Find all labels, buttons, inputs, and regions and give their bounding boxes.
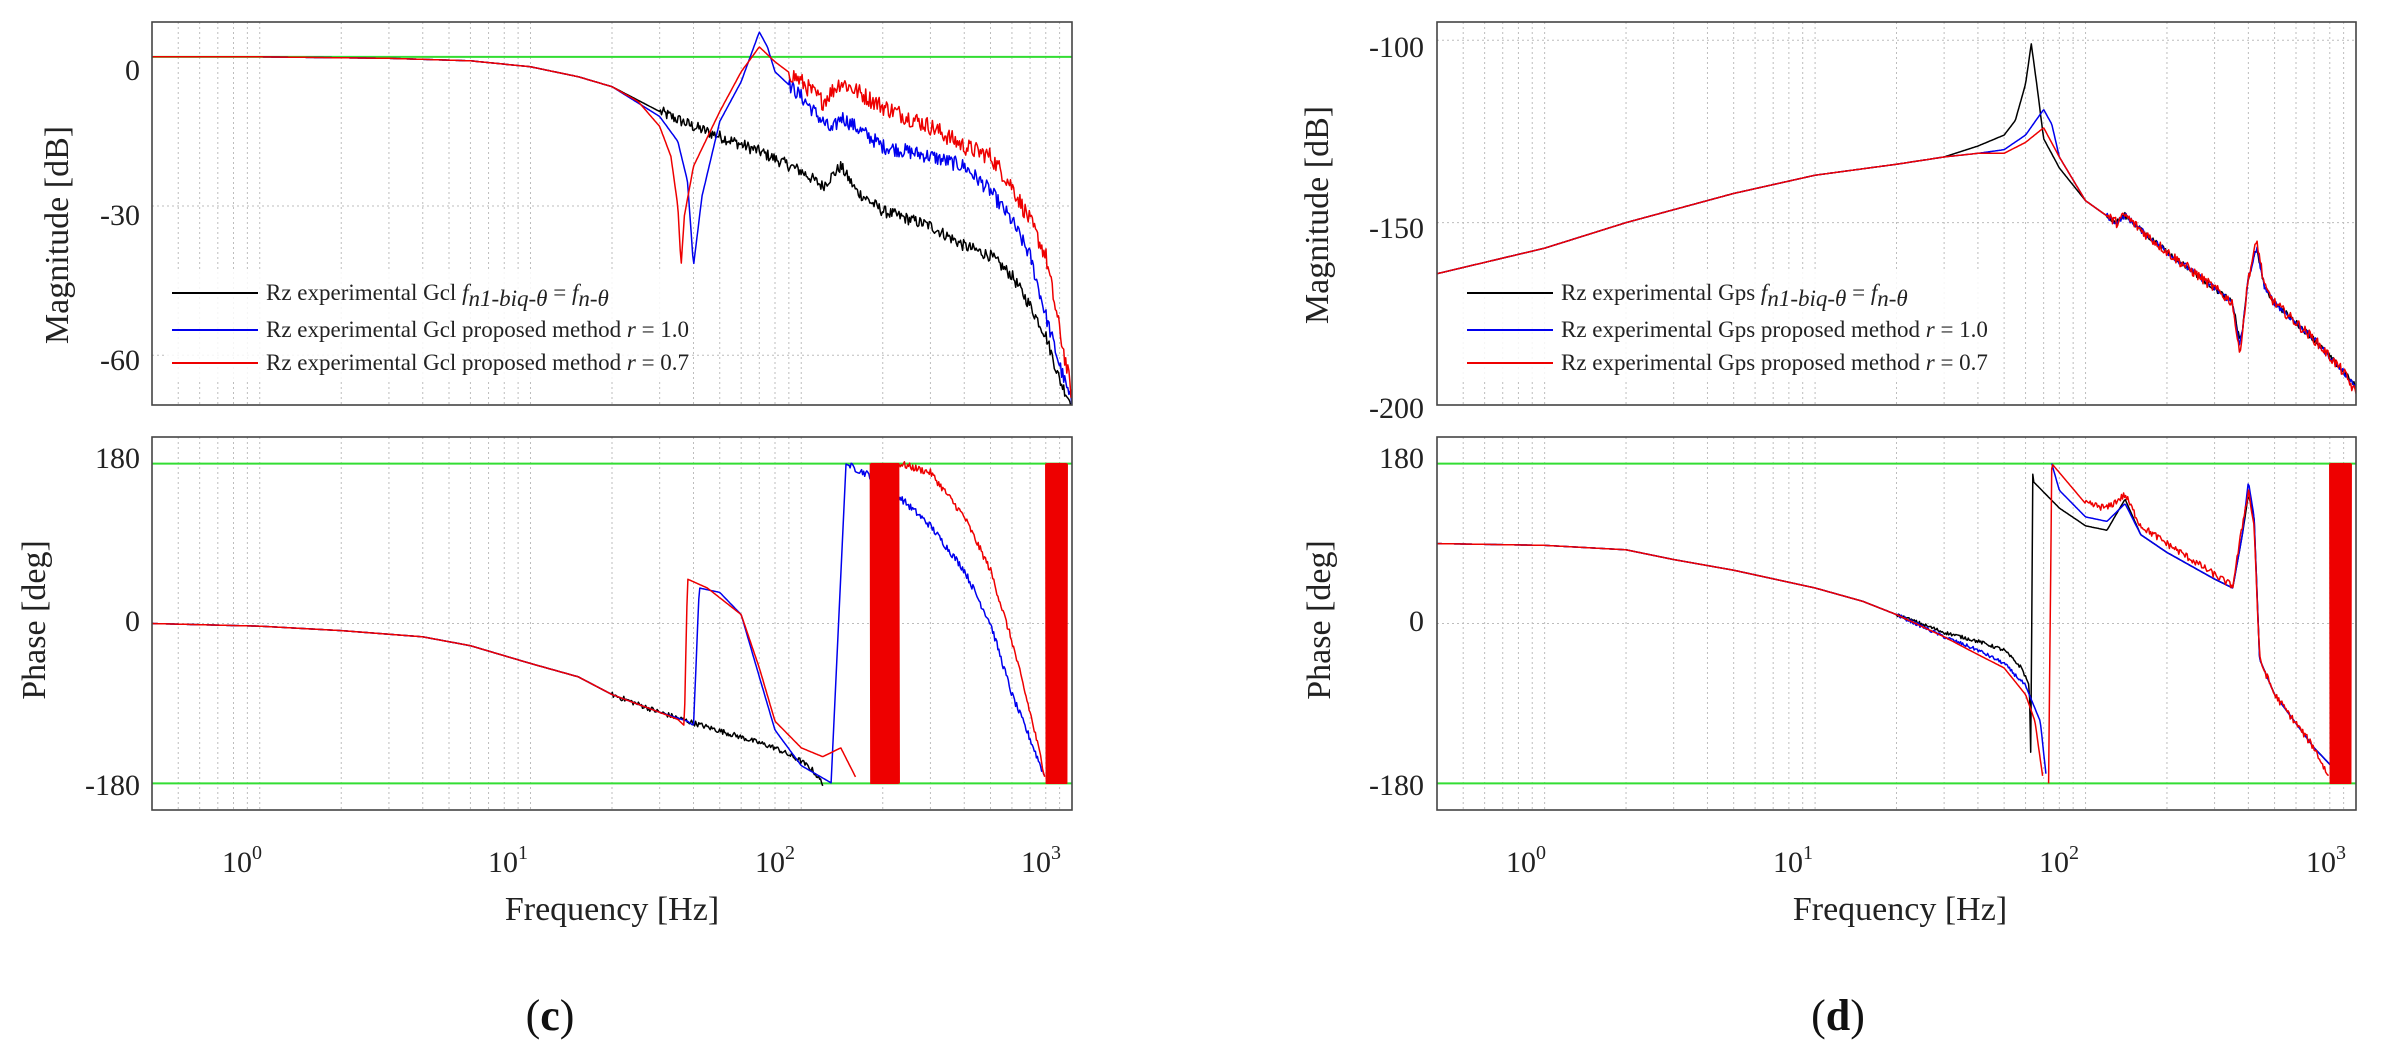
panel-d-magnitude-ylabel: Magnitude [dB] (1299, 106, 1336, 324)
panel-c-legend: Rz experimental Gcl fn1-biq-θ = fn-θ Rz … (165, 270, 689, 380)
panel-c-phase-ytick: 180 (95, 442, 140, 475)
panel-d-mag-ytick: -150 (1369, 212, 1424, 245)
panel-d-xtick: 103 (2306, 842, 2346, 879)
legend-label: Rz experimental Gps proposed method r = … (1561, 317, 1988, 342)
panel-c-legend-box (165, 270, 685, 380)
panel-d-xtick: 100 (1506, 842, 1546, 879)
axes-frame (1436, 21, 2357, 406)
legend-item: Rz experimental Gps fn1-biq-θ = fn-θ (1467, 280, 1908, 311)
panel-d-xlabel: Frequency [Hz] (1793, 891, 2007, 928)
panel-d-phase-ytick: -180 (1369, 769, 1424, 802)
panel-c-xtick: 100 (222, 842, 262, 879)
panel-d-phase-ylabel: Phase [deg] (1301, 540, 1338, 700)
panel-c-xlabel: Frequency [Hz] (505, 891, 719, 928)
phase-wrap-band (869, 462, 900, 785)
panel-c: Magnitude [dB] 0 -30 -60 Phase [deg] 180… (16, 54, 1061, 1040)
series-line (1437, 127, 2356, 394)
panel-d-legend: Rz experimental Gps fn1-biq-θ = fn-θ Rz … (1460, 270, 1988, 380)
panel-c-phase-plot: Phase [deg] 180 0 -180 (16, 442, 140, 802)
panel-d-magnitude-plot: Magnitude [dB] -100 -150 -200 (1299, 31, 1424, 425)
legend-label: Rz experimental Gps fn1-biq-θ = fn-θ (1561, 280, 1908, 311)
panel-d-phase-ytick: 0 (1409, 605, 1424, 638)
series-line (1437, 464, 2329, 784)
panel-d-phase-plot: Phase [deg] 180 0 -180 (1301, 442, 1424, 802)
legend-item: Rz experimental Gcl proposed method r = … (172, 350, 689, 375)
panel-d-xtick: 101 (1773, 842, 1813, 879)
panel-c-plot-area (151, 21, 1073, 811)
phase-wrap-band (1045, 462, 1068, 785)
legend-item: Rz experimental Gps proposed method r = … (1467, 350, 1988, 375)
legend-label: Rz experimental Gps proposed method r = … (1561, 350, 1988, 375)
series-line (1437, 473, 2345, 780)
panel-d-mag-ytick: -200 (1369, 392, 1424, 425)
axes-frame (1436, 436, 2357, 811)
series-line (152, 622, 824, 787)
series-line (152, 46, 1072, 399)
panel-d: Magnitude [dB] -100 -150 -200 Phase [deg… (1299, 31, 2346, 1040)
panel-d-legend-box (1460, 270, 1980, 380)
panel-c-xtick: 101 (488, 842, 528, 879)
panel-c-phase-ylabel: Phase [deg] (16, 540, 53, 700)
panel-d-plot-area (1436, 21, 2357, 811)
panel-c-xtick: 103 (1021, 842, 1061, 879)
legend-item: Rz experimental Gcl proposed method r = … (172, 317, 689, 342)
legend-label: Rz experimental Gcl fn1-biq-θ = fn-θ (266, 280, 609, 311)
panel-c-xtick: 102 (755, 842, 795, 879)
panel-c-xticks: 100 101 102 103 (222, 842, 1061, 879)
panel-d-xticks: 100 101 102 103 (1506, 842, 2346, 879)
legend-item: Rz experimental Gcl fn1-biq-θ = fn-θ (172, 280, 609, 311)
panel-c-mag-ytick: 0 (125, 54, 140, 87)
series-line (152, 461, 1046, 778)
panel-c-phase-ytick: -180 (85, 769, 140, 802)
panel-d-phase-ytick: 180 (1379, 442, 1424, 475)
panel-c-magnitude-plot: Magnitude [dB] 0 -30 -60 (39, 54, 140, 377)
panel-c-phase-ytick: 0 (125, 605, 140, 638)
axes-frame (151, 21, 1073, 406)
panel-d-mag-ytick: -100 (1369, 31, 1424, 64)
panel-c-caption: (c) (526, 991, 575, 1040)
legend-label: Rz experimental Gcl proposed method r = … (266, 350, 689, 375)
panel-c-mag-ytick: -30 (100, 199, 140, 232)
panel-c-mag-ytick: -60 (100, 344, 140, 377)
axes-frame (151, 436, 1073, 811)
phase-wrap-band (2329, 462, 2352, 785)
panel-c-magnitude-ylabel: Magnitude [dB] (39, 126, 76, 344)
panel-d-caption: (d) (1811, 991, 1865, 1040)
legend-item: Rz experimental Gps proposed method r = … (1467, 317, 1988, 342)
panel-d-xtick: 102 (2039, 842, 2079, 879)
series-line (1437, 463, 2345, 780)
legend-label: Rz experimental Gcl proposed method r = … (266, 317, 689, 342)
